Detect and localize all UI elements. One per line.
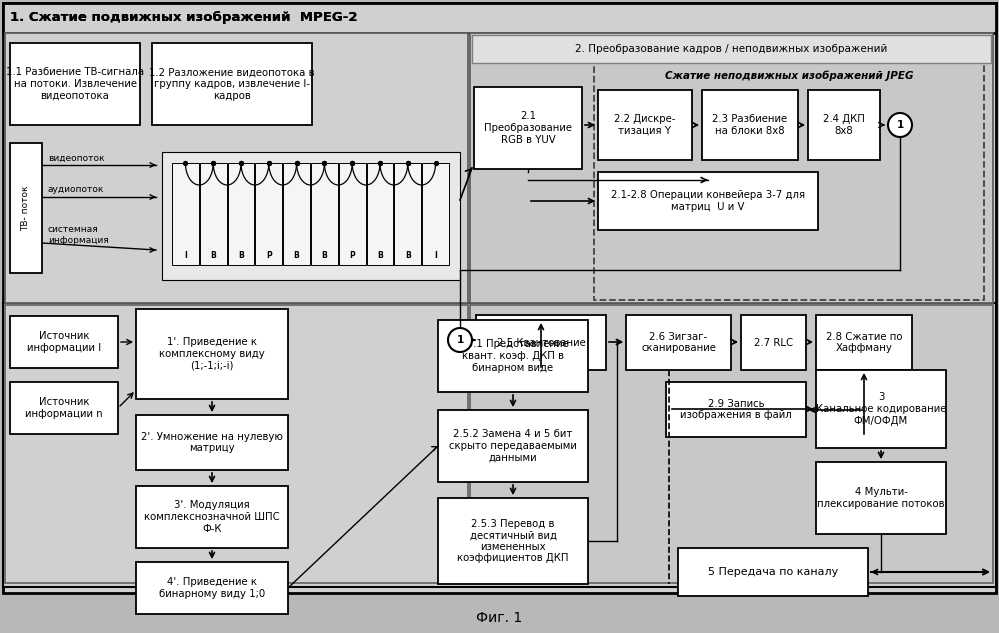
FancyBboxPatch shape xyxy=(438,320,588,392)
Text: B: B xyxy=(294,251,300,260)
Text: 1. Сжатие подвижных изображений  MPEG-2: 1. Сжатие подвижных изображений MPEG-2 xyxy=(10,11,358,25)
Text: I: I xyxy=(184,251,187,260)
Text: 2'. Умножение на нулевую
матрицу: 2'. Умножение на нулевую матрицу xyxy=(141,432,283,453)
Text: P: P xyxy=(266,251,272,260)
FancyBboxPatch shape xyxy=(10,43,140,125)
Text: Фиг. 1: Фиг. 1 xyxy=(476,611,522,625)
FancyBboxPatch shape xyxy=(367,163,394,265)
FancyBboxPatch shape xyxy=(476,315,606,370)
Text: 3'. Модуляция
комплекснозначной ШПС
Ф-К: 3'. Модуляция комплекснозначной ШПС Ф-К xyxy=(144,501,280,534)
Text: 2.5.3 Перевод в
десятичный вид
измененных
коэффициентов ДКП: 2.5.3 Перевод в десятичный вид измененны… xyxy=(458,518,568,563)
FancyBboxPatch shape xyxy=(136,309,288,399)
Text: Сжатие неподвижных изображений JPEG: Сжатие неподвижных изображений JPEG xyxy=(664,71,913,81)
FancyBboxPatch shape xyxy=(395,163,422,265)
Text: Источник
информации n: Источник информации n xyxy=(25,397,103,419)
Text: ТВ- поток: ТВ- поток xyxy=(22,185,31,231)
FancyBboxPatch shape xyxy=(3,3,996,593)
FancyBboxPatch shape xyxy=(598,172,818,230)
Text: B: B xyxy=(378,251,383,260)
FancyBboxPatch shape xyxy=(283,163,310,265)
Text: 2.5 Квантование: 2.5 Квантование xyxy=(497,337,585,348)
Circle shape xyxy=(448,328,472,352)
FancyBboxPatch shape xyxy=(741,315,806,370)
FancyBboxPatch shape xyxy=(152,43,312,125)
FancyBboxPatch shape xyxy=(678,548,868,596)
Text: 2.8 Сжатие по
Хаффману: 2.8 Сжатие по Хаффману xyxy=(826,332,902,353)
FancyBboxPatch shape xyxy=(666,382,806,437)
FancyBboxPatch shape xyxy=(3,303,996,587)
Text: 2.6 Зигзаг-
сканирование: 2.6 Зигзаг- сканирование xyxy=(641,332,716,353)
FancyBboxPatch shape xyxy=(228,163,255,265)
FancyBboxPatch shape xyxy=(136,562,288,614)
Text: 5 Передача по каналу: 5 Передача по каналу xyxy=(708,567,838,577)
Text: 4'. Приведение к
бинарному виду 1;0: 4'. Приведение к бинарному виду 1;0 xyxy=(159,577,265,599)
Text: I: I xyxy=(435,251,437,260)
Text: 2.4 ДКП
8x8: 2.4 ДКП 8x8 xyxy=(823,114,865,136)
FancyBboxPatch shape xyxy=(162,152,460,280)
Text: 1. Сжатие подвижных изображений  MPEG-2: 1. Сжатие подвижных изображений MPEG-2 xyxy=(10,11,358,25)
Text: 2. Преобразование кадров / неподвижных изображений: 2. Преобразование кадров / неподвижных и… xyxy=(574,44,887,54)
Text: системная
информация: системная информация xyxy=(48,225,109,245)
FancyBboxPatch shape xyxy=(626,315,731,370)
FancyBboxPatch shape xyxy=(470,305,993,583)
FancyBboxPatch shape xyxy=(816,315,912,370)
FancyBboxPatch shape xyxy=(423,163,449,265)
FancyBboxPatch shape xyxy=(816,370,946,448)
FancyBboxPatch shape xyxy=(5,305,468,583)
Text: 2.5.1 Представление
квант. коэф. ДКП в
бинарном виде: 2.5.1 Представление квант. коэф. ДКП в б… xyxy=(458,339,568,373)
FancyBboxPatch shape xyxy=(311,163,338,265)
Text: 2.9 Запись
изображения в файл: 2.9 Запись изображения в файл xyxy=(680,399,792,420)
Text: 1.2 Разложение видеопотока в
группу кадров, извлечение I-
кадров: 1.2 Разложение видеопотока в группу кадр… xyxy=(149,67,315,101)
FancyBboxPatch shape xyxy=(472,35,991,63)
FancyBboxPatch shape xyxy=(594,63,984,300)
FancyBboxPatch shape xyxy=(10,316,118,368)
Text: B: B xyxy=(405,251,411,260)
Text: 2.7 RLC: 2.7 RLC xyxy=(754,337,793,348)
FancyBboxPatch shape xyxy=(598,90,692,160)
FancyBboxPatch shape xyxy=(5,33,468,303)
FancyBboxPatch shape xyxy=(470,33,993,303)
Text: Источник
информации I: Источник информации I xyxy=(27,331,101,353)
Text: 2.5.2 Замена 4 и 5 бит
скрыто передаваемыми
данными: 2.5.2 Замена 4 и 5 бит скрыто передаваем… xyxy=(450,429,577,463)
FancyBboxPatch shape xyxy=(200,163,227,265)
FancyBboxPatch shape xyxy=(702,90,798,160)
FancyBboxPatch shape xyxy=(136,486,288,548)
Text: 2.3 Разбиение
на блоки 8x8: 2.3 Разбиение на блоки 8x8 xyxy=(712,114,787,136)
FancyBboxPatch shape xyxy=(808,90,880,160)
Text: 1.1 Разбиение ТВ-сигнала
на потоки. Извлечение
видеопотока: 1.1 Разбиение ТВ-сигнала на потоки. Извл… xyxy=(6,67,144,101)
Text: 1'. Приведение к
комплексному виду
(1;-1;i;-i): 1'. Приведение к комплексному виду (1;-1… xyxy=(159,337,265,370)
FancyBboxPatch shape xyxy=(172,163,199,265)
FancyBboxPatch shape xyxy=(339,163,366,265)
Text: B: B xyxy=(238,251,244,260)
Text: видеопоток: видеопоток xyxy=(48,153,105,163)
FancyBboxPatch shape xyxy=(474,87,582,169)
FancyBboxPatch shape xyxy=(438,498,588,584)
FancyBboxPatch shape xyxy=(3,3,996,33)
FancyBboxPatch shape xyxy=(10,143,42,273)
Text: 4 Мульти-
плексирование потоков: 4 Мульти- плексирование потоков xyxy=(817,487,945,509)
Text: 2.1
Преобразование
RGB в YUV: 2.1 Преобразование RGB в YUV xyxy=(484,111,572,144)
Circle shape xyxy=(888,113,912,137)
FancyBboxPatch shape xyxy=(136,415,288,470)
FancyBboxPatch shape xyxy=(816,462,946,534)
FancyBboxPatch shape xyxy=(10,382,118,434)
FancyBboxPatch shape xyxy=(256,163,282,265)
Text: B: B xyxy=(322,251,328,260)
FancyBboxPatch shape xyxy=(438,410,588,482)
Text: B: B xyxy=(211,251,216,260)
Text: 2.2 Дискре-
тизация Y: 2.2 Дискре- тизация Y xyxy=(614,114,675,136)
Text: 1: 1 xyxy=(896,120,904,130)
Text: 2.1-2.8 Операции конвейера 3-7 для
матриц  U и V: 2.1-2.8 Операции конвейера 3-7 для матри… xyxy=(611,190,805,212)
Text: P: P xyxy=(350,251,355,260)
Text: аудиопоток: аудиопоток xyxy=(48,185,104,194)
Text: 3
Канальное кодирование
ФМ/ОФДМ: 3 Канальное кодирование ФМ/ОФДМ xyxy=(816,392,946,425)
Text: 1: 1 xyxy=(457,335,464,345)
